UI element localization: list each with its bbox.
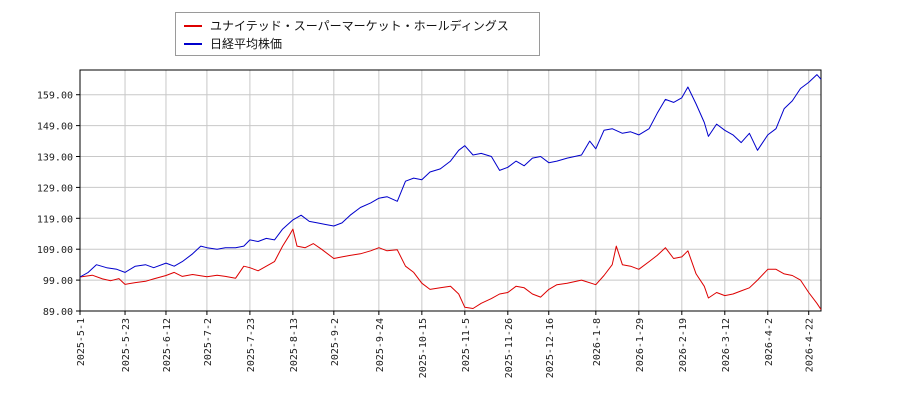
legend-item-usmh: ユナイテッド・スーパーマーケット・ホールディングス <box>184 17 509 35</box>
x-tick-label: 2025-10-15 <box>418 318 429 378</box>
y-tick-label: 149.00 <box>37 122 73 133</box>
y-tick-label: 119.00 <box>37 214 73 225</box>
x-tick-label: 2025-5-1 <box>76 318 87 366</box>
series-line-usmh <box>79 228 822 310</box>
legend-item-nikkei: 日経平均株価 <box>184 35 282 53</box>
x-tick-label: 2025-11-26 <box>504 318 515 378</box>
x-tick-label: 2025-11-5 <box>461 318 472 372</box>
y-tick-label: 99.00 <box>43 276 73 287</box>
x-tick-label: 2026-3-12 <box>721 318 732 372</box>
legend-swatch-nikkei <box>184 42 202 45</box>
x-tick-label: 2025-8-13 <box>289 318 300 372</box>
y-tick-label: 139.00 <box>37 153 73 164</box>
x-tick-label: 2025-7-23 <box>246 318 257 372</box>
legend-swatch-usmh <box>184 24 202 27</box>
legend: ユナイテッド・スーパーマーケット・ホールディングス 日経平均株価 <box>175 12 540 56</box>
plot-frame <box>79 69 822 312</box>
y-axis-ticks: 89.00 99.00 109.00 119.00 129.00 139.00 149.00… <box>37 91 80 318</box>
legend-label-usmh: ユナイテッド・スーパーマーケット・ホールディングス <box>210 19 509 33</box>
x-tick-label: 2026-1-29 <box>635 318 646 372</box>
x-tick-label: 2025-9-2 <box>330 318 341 366</box>
x-tick-label: 2025-12-16 <box>545 318 556 378</box>
x-tick-label: 2026-2-19 <box>678 318 689 372</box>
y-tick-label: 159.00 <box>37 91 73 102</box>
x-tick-label: 2026-4-22 <box>805 318 816 372</box>
series-layer <box>79 74 822 310</box>
y-tick-label: 129.00 <box>37 183 73 194</box>
y-tick-label: 89.00 <box>43 307 73 318</box>
y-tick-label: 109.00 <box>37 245 73 256</box>
x-tick-label: 2026-4-2 <box>764 318 775 366</box>
x-tick-label: 2025-6-12 <box>162 318 173 372</box>
x-tick-label: 2026-1-8 <box>592 318 603 366</box>
series-line-nikkei <box>79 74 822 278</box>
x-axis-ticks: 2025-5-1 2025-5-23 2025-6-12 2025-7-2 2025-7… <box>76 311 816 378</box>
x-tick-label: 2025-5-23 <box>121 318 132 372</box>
x-tick-label: 2025-9-24 <box>375 318 386 372</box>
x-tick-label: 2025-7-2 <box>203 318 214 366</box>
legend-label-nikkei: 日経平均株価 <box>210 37 283 51</box>
grid-lines <box>79 70 821 312</box>
